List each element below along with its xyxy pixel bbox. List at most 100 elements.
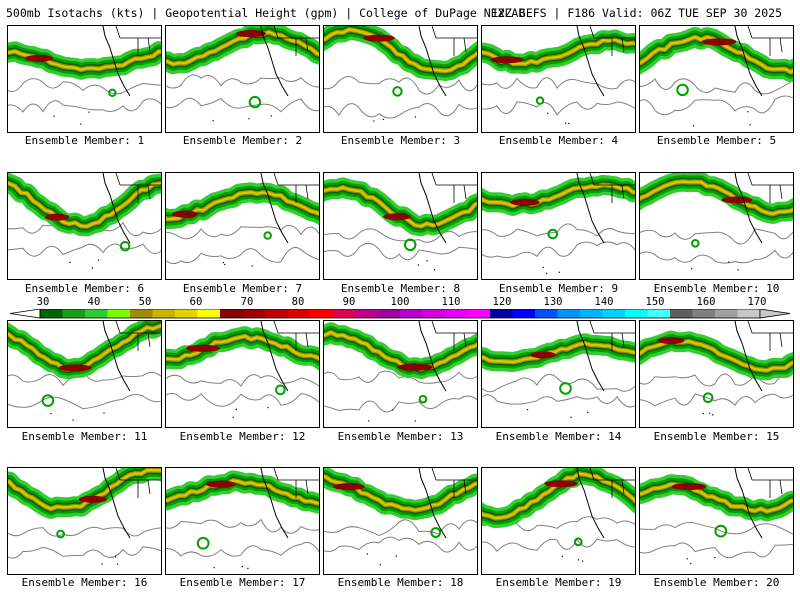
member-caption-15: Ensemble Member: 15 [653, 430, 780, 443]
jet-max-core [333, 483, 365, 491]
height-contour [166, 224, 319, 240]
island-dot [224, 263, 226, 266]
ensemble-map-11 [7, 320, 162, 428]
political-borders [273, 173, 319, 203]
island-dot [368, 420, 370, 422]
west-coastline [260, 173, 289, 244]
cutoff-low [392, 86, 403, 97]
island-dot [212, 119, 214, 122]
jet-band-max [324, 28, 477, 73]
island-dot [235, 408, 237, 411]
west-coastline [734, 173, 763, 244]
jet-stream-map [166, 26, 319, 122]
height-contour [8, 526, 161, 537]
jet-band-max [640, 180, 793, 216]
colorbar-segment [152, 309, 176, 318]
cutoff-low [547, 228, 559, 240]
island-dot [222, 262, 225, 264]
jet-max-core [58, 364, 92, 372]
island-dot [114, 556, 117, 558]
west-coastline [260, 321, 289, 392]
cutoff-low [430, 527, 442, 538]
colorbar-tick-label: 80 [291, 296, 305, 308]
colorbar-tick-label: 30 [36, 296, 50, 308]
jet-band-max [8, 468, 161, 511]
colorbar-segment [107, 309, 131, 318]
island-dot [737, 269, 739, 271]
height-contour [166, 374, 319, 387]
jet-stream-map [640, 321, 793, 416]
political-borders [115, 321, 161, 351]
height-contour [166, 392, 319, 407]
member-caption-4: Ensemble Member: 4 [498, 134, 619, 147]
jet-stream-map [8, 26, 161, 125]
height-contour [482, 373, 635, 393]
height-contour [482, 77, 635, 90]
island-dot [690, 562, 692, 565]
colorbar-segment [467, 309, 491, 318]
ensemble-map-18 [323, 467, 478, 575]
chart-header: 500mb Isotachs (kts) | Geopotential Heig… [6, 5, 794, 21]
colorbar-segment [715, 309, 738, 318]
colorbar-tick-label: 90 [342, 296, 356, 308]
island-dot [270, 115, 272, 117]
colorbar-tick-label: 130 [543, 296, 563, 308]
west-coastline [576, 321, 605, 392]
ensemble-map-5 [639, 25, 794, 133]
island-dot [116, 563, 119, 565]
colorbar-tick-label: 60 [189, 296, 203, 308]
island-dot [417, 264, 419, 266]
colorbar-segment [647, 309, 671, 318]
island-dot [547, 112, 549, 114]
jet-max-core [383, 213, 411, 221]
island-dot [103, 412, 105, 414]
island-dot [395, 555, 397, 557]
political-borders [431, 26, 477, 56]
island-dot [545, 272, 548, 274]
height-contour [324, 536, 477, 553]
island-dot [581, 560, 584, 562]
ensemble-map-2 [165, 25, 320, 133]
island-dot [709, 412, 711, 414]
colorbar-high-arrow [759, 309, 790, 319]
colorbar-tick-label: 70 [240, 296, 254, 308]
height-contour [640, 393, 793, 407]
west-coastline [576, 468, 605, 539]
jet-stream-map [166, 321, 319, 418]
jet-stream-map [324, 173, 477, 271]
colorbar-segment [62, 309, 86, 318]
cutoff-low [196, 536, 210, 550]
political-borders [273, 468, 319, 498]
west-coastline [418, 468, 447, 539]
colorbar-segment [130, 309, 153, 318]
jet-stream-map [482, 468, 635, 562]
island-dot [747, 111, 749, 113]
west-coastline [102, 321, 131, 392]
political-borders [589, 173, 635, 203]
political-borders [115, 26, 161, 56]
cutoff-low [263, 231, 272, 240]
island-dot [213, 566, 215, 569]
island-dot [433, 269, 435, 271]
height-contour [8, 393, 161, 410]
height-contour [8, 78, 161, 95]
ensemble-map-13 [323, 320, 478, 428]
island-dot [542, 266, 544, 269]
west-coastline [102, 468, 131, 539]
cutoff-low [56, 529, 65, 539]
jet-max-core [671, 483, 707, 491]
west-coastline [260, 468, 289, 539]
height-contour [324, 242, 477, 261]
colorbar-segment [512, 309, 536, 318]
jet-stream-map [482, 26, 635, 125]
ensemble-map-14 [481, 320, 636, 428]
member-caption-8: Ensemble Member: 8 [340, 282, 461, 295]
jet-stream-map [640, 468, 793, 565]
political-borders [431, 321, 477, 351]
jet-max-core [236, 30, 266, 38]
island-dot [568, 122, 570, 125]
colorbar-segment [557, 309, 581, 318]
ensemble-map-3 [323, 25, 478, 133]
island-dot [379, 564, 381, 566]
island-dot [50, 413, 52, 415]
